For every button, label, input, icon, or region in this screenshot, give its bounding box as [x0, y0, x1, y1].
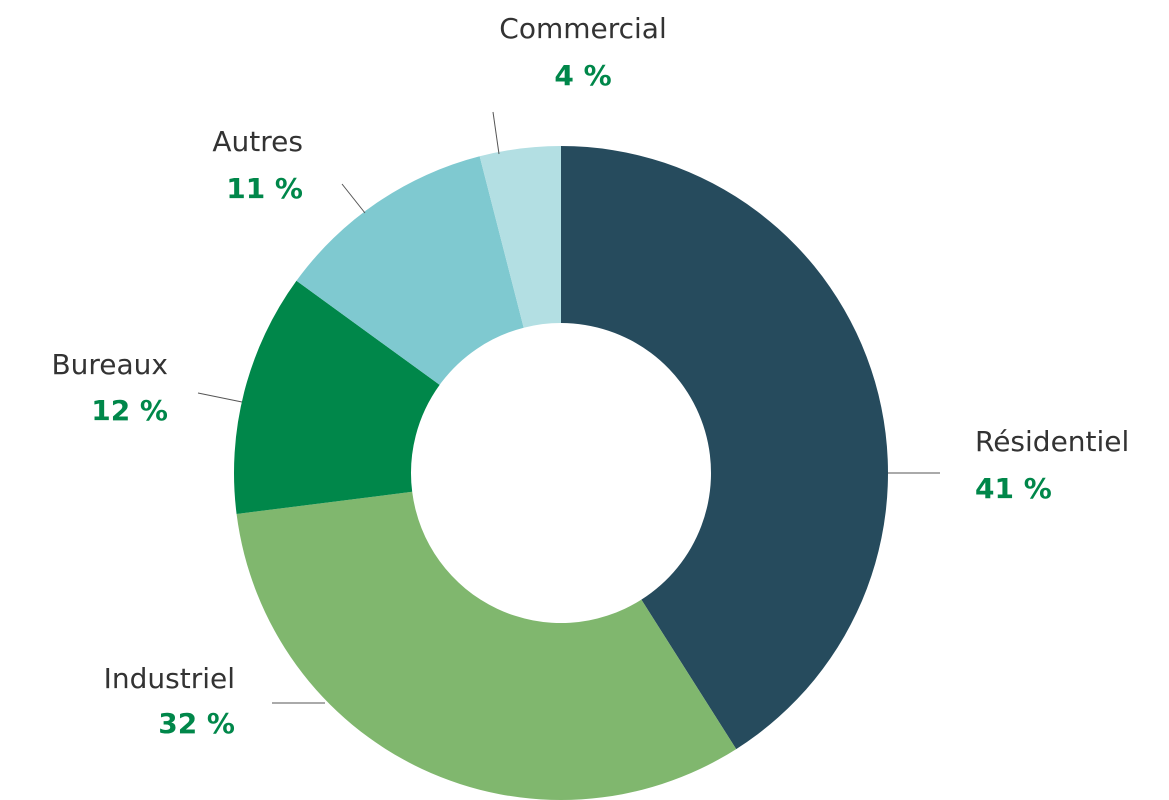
slice-label: Industriel: [104, 662, 235, 695]
donut-slice: [561, 146, 888, 750]
donut-slice: [234, 280, 440, 514]
donut-slice: [296, 156, 524, 385]
slice-label: Commercial: [499, 12, 666, 45]
slice-value-label: 11 %: [226, 172, 303, 205]
slice-label: Bureaux: [51, 348, 168, 381]
donut-slice: [236, 491, 737, 800]
slice-value-label: 41 %: [975, 472, 1052, 505]
slice-value-label: 12 %: [91, 394, 168, 427]
donut-slice: [479, 146, 561, 328]
slice-value-label: 32 %: [158, 707, 235, 740]
slice-value-label: 4 %: [554, 59, 611, 92]
leader-line: [197, 392, 243, 403]
slice-label: Résidentiel: [975, 425, 1129, 458]
leader-line: [492, 111, 500, 155]
leader-line: [341, 183, 366, 214]
slice-label: Autres: [212, 125, 303, 158]
